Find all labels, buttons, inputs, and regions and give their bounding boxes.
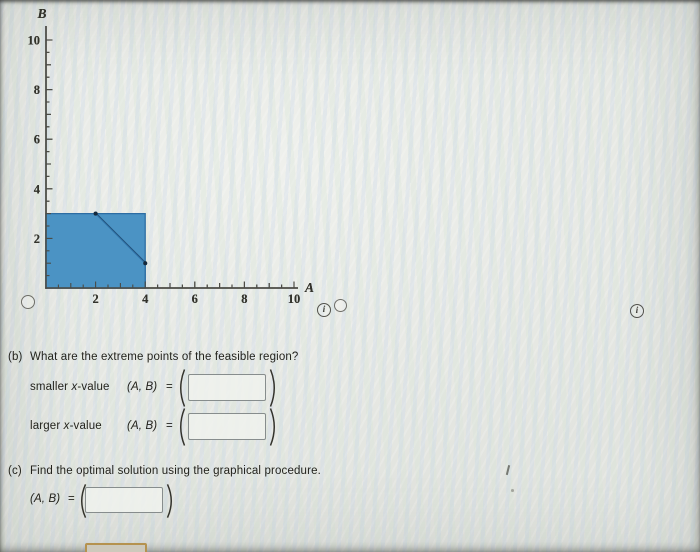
larger-x-label-pre: larger: [30, 420, 64, 432]
svg-text:6: 6: [34, 133, 40, 147]
svg-text:6: 6: [192, 292, 198, 306]
part-c-equals: =: [68, 493, 75, 505]
svg-text:6: 6: [34, 133, 40, 147]
svg-text:8: 8: [34, 83, 40, 97]
larger-x-label-post: -value: [69, 420, 102, 432]
partial-bottom-button[interactable]: [85, 543, 147, 552]
close-paren-icon: [166, 484, 172, 518]
svg-text:4: 4: [34, 182, 41, 196]
larger-x-label: larger x-value: [30, 420, 102, 432]
smaller-x-equals: =: [166, 381, 173, 393]
svg-text:2: 2: [92, 292, 98, 306]
open-paren-icon: [81, 484, 87, 518]
svg-text:2: 2: [34, 232, 40, 246]
smaller-x-lhs: (A, B): [127, 381, 158, 393]
svg-text:B: B: [36, 6, 46, 21]
svg-text:4: 4: [142, 292, 149, 306]
smaller-x-label-pre: smaller: [30, 381, 72, 393]
svg-text:8: 8: [34, 83, 40, 97]
svg-text:A: A: [304, 280, 314, 295]
svg-text:10: 10: [28, 34, 41, 48]
graph-option-1-radio[interactable]: [21, 295, 35, 309]
larger-x-label-var: x: [63, 420, 70, 432]
svg-text:A: A: [304, 280, 314, 295]
open-paren-icon: [180, 408, 186, 446]
svg-text:10: 10: [288, 292, 301, 306]
svg-text:6: 6: [192, 292, 198, 306]
svg-text:10: 10: [28, 34, 41, 48]
svg-text:B: B: [36, 6, 46, 21]
smaller-x-answer-input[interactable]: [188, 374, 266, 401]
open-paren-icon: [180, 369, 186, 407]
larger-x-equals: =: [166, 420, 173, 432]
close-paren-icon: [269, 369, 275, 407]
larger-x-answer-input[interactable]: [188, 413, 266, 440]
svg-text:4: 4: [34, 182, 41, 196]
graph-option-2-radio[interactable]: [334, 299, 347, 312]
svg-text:8: 8: [241, 292, 247, 306]
svg-text:8: 8: [241, 292, 247, 306]
part-c-question: Find the optimal solution using the grap…: [30, 465, 321, 477]
part-c-answer-input[interactable]: [85, 487, 163, 513]
part-c-lhs: (A, B): [30, 493, 61, 505]
part-b-question: What are the extreme points of the feasi…: [30, 351, 299, 363]
smaller-x-label: smaller x-value: [30, 381, 110, 393]
photo-artifact: [505, 464, 510, 476]
graph-option-2-info-icon[interactable]: i: [630, 304, 644, 318]
close-paren-icon: [269, 408, 275, 446]
svg-text:10: 10: [288, 292, 301, 306]
larger-x-lhs: (A, B): [127, 420, 158, 432]
svg-text:2: 2: [34, 232, 40, 246]
graph-option-1-info-icon[interactable]: i: [317, 303, 331, 317]
smaller-x-label-post: -value: [77, 381, 110, 393]
svg-text:4: 4: [142, 292, 149, 306]
photo-artifact: [511, 489, 514, 492]
part-b-label: (b): [8, 351, 23, 363]
smaller-x-label-var: x: [71, 381, 78, 393]
part-c-label: (c): [8, 465, 22, 477]
svg-text:2: 2: [92, 292, 98, 306]
